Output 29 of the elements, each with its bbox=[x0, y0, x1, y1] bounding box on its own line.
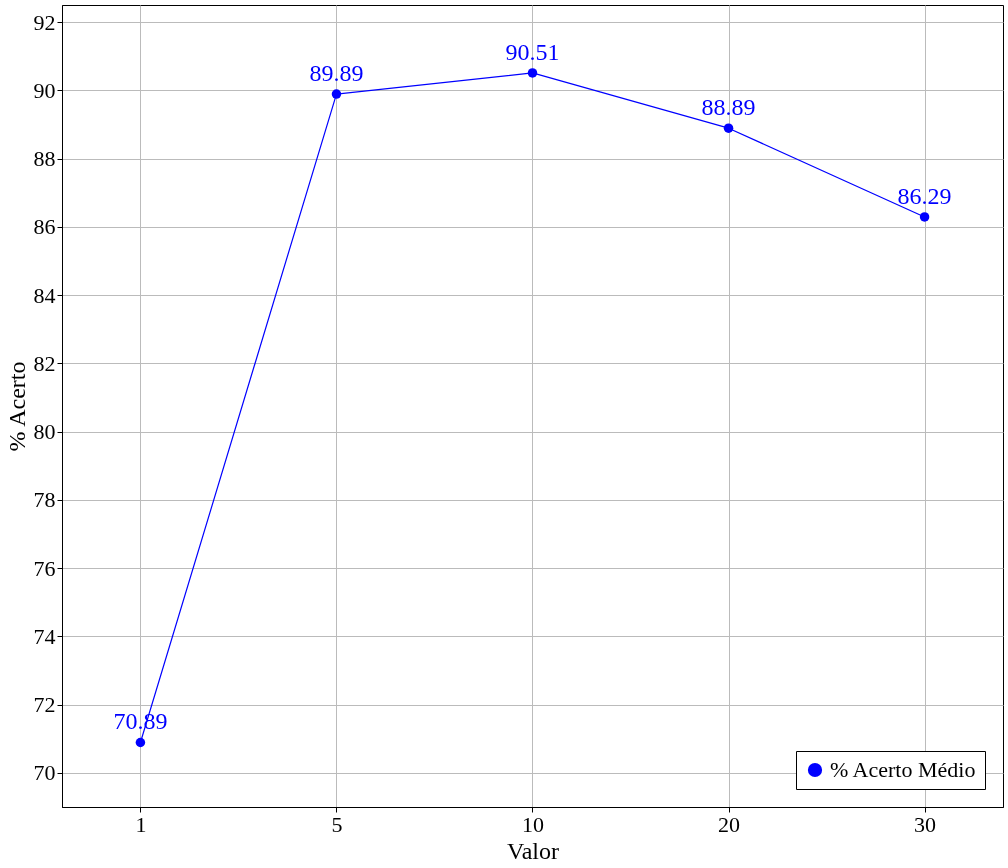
y-tick-label: 78 bbox=[33, 487, 56, 513]
y-tick-label: 92 bbox=[33, 9, 56, 35]
x-axis-title: Valor bbox=[507, 837, 559, 864]
x-tick-label: 10 bbox=[522, 811, 544, 837]
data-label: 86.29 bbox=[897, 182, 952, 209]
point bbox=[919, 212, 930, 222]
y-tick-label: 80 bbox=[33, 419, 56, 445]
legend-label: % Acerto Médio bbox=[830, 757, 976, 782]
data-label: 88.89 bbox=[701, 94, 756, 121]
x-tick-label: 30 bbox=[914, 811, 937, 837]
y-tick-label: 88 bbox=[33, 146, 56, 172]
point bbox=[331, 89, 342, 99]
y-tick-label: 90 bbox=[33, 77, 56, 103]
y-tick-label: 86 bbox=[33, 214, 56, 240]
data-label: 89.89 bbox=[309, 60, 364, 87]
y-tick-label: 76 bbox=[33, 555, 56, 581]
x-tick-label: 20 bbox=[718, 811, 741, 837]
data-label: 90.51 bbox=[505, 38, 560, 65]
x-tick-label: 1 bbox=[135, 811, 147, 837]
y-tick-label: 70 bbox=[33, 760, 56, 786]
y-tick-label: 74 bbox=[33, 623, 56, 649]
x-tick-label: 5 bbox=[331, 811, 343, 837]
point bbox=[527, 68, 538, 78]
y-tick-label: 84 bbox=[33, 282, 56, 308]
y-tick-label: 82 bbox=[33, 350, 56, 376]
y-axis-title: % Acerto bbox=[3, 361, 30, 452]
y-tick-label: 72 bbox=[33, 692, 56, 718]
point bbox=[723, 123, 734, 133]
point bbox=[135, 737, 146, 748]
